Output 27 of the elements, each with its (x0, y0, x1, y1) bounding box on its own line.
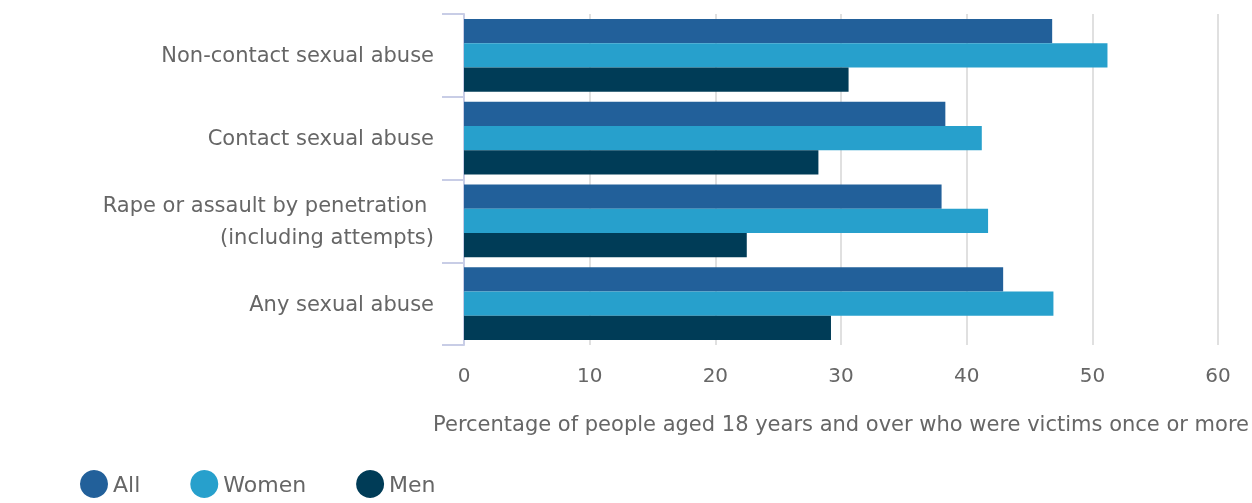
bar (464, 233, 747, 258)
y-tick-label: Rape or assault by penetration (including attempts) (102, 192, 434, 249)
y-tick-label: Contact sexual abuse (207, 126, 434, 151)
bar (464, 208, 989, 234)
bar (464, 184, 942, 209)
x-tick-label: 50 (1079, 363, 1106, 387)
bar (464, 125, 982, 151)
bar (464, 18, 1053, 44)
y-tick-label: Any sexual abuse (249, 291, 434, 316)
x-tick-label: 20 (702, 363, 729, 387)
legend-label: Women (223, 471, 307, 497)
bar (464, 43, 1108, 68)
x-tick-label: 40 (953, 363, 980, 387)
bar (464, 291, 1054, 316)
x-tick-label: 30 (828, 363, 854, 387)
bar (464, 150, 819, 175)
legend-label: Men (389, 471, 436, 497)
x-axis-title: Percentage of people aged 18 years and over who were victims once or more (433, 411, 1249, 436)
bar (464, 267, 1004, 292)
x-tick-label: 10 (576, 363, 603, 387)
x-tick-label: 0 (457, 363, 471, 387)
bar (464, 315, 831, 341)
bar (464, 67, 849, 92)
legend-label: All (113, 471, 141, 497)
y-tick-label: Non-contact sexual abuse (161, 43, 434, 68)
bar (464, 101, 946, 126)
x-tick-label: 60 (1205, 363, 1231, 387)
